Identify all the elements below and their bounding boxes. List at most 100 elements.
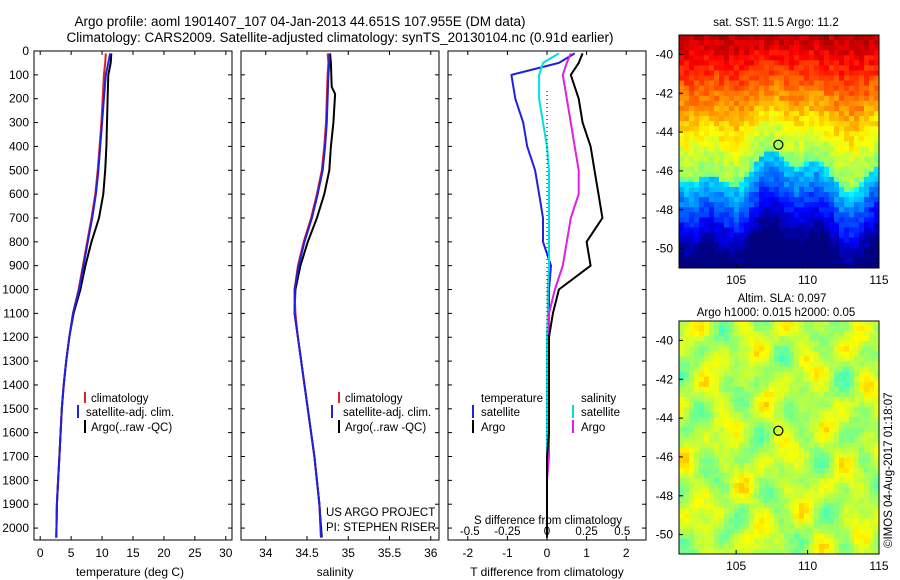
map-cell — [799, 417, 805, 423]
map-cell — [789, 548, 795, 555]
map-cell — [784, 252, 790, 259]
series-line-argo-raw-qc — [55, 53, 113, 538]
map-cell — [834, 176, 840, 183]
map-cell — [684, 186, 690, 193]
map-cell — [689, 321, 695, 327]
map-cell — [774, 257, 780, 264]
map-cell — [699, 161, 705, 168]
map-cell — [829, 417, 835, 423]
map-cell — [809, 361, 815, 367]
map-cell — [749, 65, 755, 71]
map-cell — [714, 351, 720, 357]
map-cell — [714, 422, 720, 428]
map-cell — [729, 422, 735, 428]
map-cell — [749, 75, 755, 81]
map-cell — [864, 166, 870, 173]
map-cell — [839, 442, 845, 449]
map-cell — [764, 493, 770, 499]
map-cell — [794, 488, 800, 494]
map-cell — [784, 75, 790, 81]
map-cell — [694, 227, 700, 233]
map-cell — [809, 548, 815, 555]
map-cell — [854, 442, 860, 449]
map-cell — [704, 146, 710, 152]
map-cell — [824, 202, 830, 208]
map-cell — [824, 356, 830, 362]
map-cell — [744, 366, 750, 373]
map-cell — [804, 131, 810, 137]
map-cell — [724, 407, 730, 413]
map-cell — [824, 452, 830, 459]
map-cell — [824, 136, 830, 142]
map-cell — [679, 85, 685, 92]
map-cell — [814, 462, 820, 469]
map-cell — [869, 391, 875, 398]
map-cell — [784, 55, 790, 61]
map-cell — [709, 498, 715, 504]
map-cell — [834, 407, 840, 413]
map-cell — [869, 452, 875, 459]
map-cell — [814, 55, 820, 61]
map-cell — [754, 366, 760, 373]
map-cell — [689, 171, 695, 178]
map-cell — [854, 237, 860, 244]
map-cell — [844, 217, 850, 223]
map-cell — [754, 80, 760, 87]
map-cell — [749, 121, 755, 127]
map-cell — [849, 110, 855, 117]
map-cell — [864, 257, 870, 264]
map-cell — [869, 478, 875, 484]
map-cell — [859, 508, 865, 514]
map-cell — [859, 151, 865, 157]
map-cell — [824, 161, 830, 168]
y-tick-label: 500 — [9, 163, 29, 177]
map-cell — [709, 472, 715, 479]
map-cell — [769, 146, 775, 152]
map-cell — [734, 432, 740, 438]
map-cell — [779, 543, 785, 550]
map-cell — [844, 35, 850, 41]
map-cell — [854, 202, 860, 208]
map-cell — [679, 452, 685, 459]
map-cell — [724, 391, 730, 398]
map-cell — [754, 55, 760, 61]
map-cell — [729, 227, 735, 233]
map-cell — [769, 262, 775, 269]
map-cell — [769, 396, 775, 403]
map-cell — [854, 126, 860, 132]
map-cell — [874, 498, 880, 504]
map-cell — [784, 366, 790, 373]
map-cell — [814, 181, 820, 188]
map-cell — [764, 523, 770, 530]
map-cell — [824, 391, 830, 398]
map-cell — [839, 396, 845, 403]
map-cell — [834, 146, 840, 152]
map-cell — [764, 336, 770, 342]
map-cell — [829, 518, 835, 525]
map-cell — [719, 513, 725, 519]
map-cell — [714, 50, 720, 56]
map-cell — [874, 336, 880, 342]
map-cell — [709, 186, 715, 193]
map-cell — [714, 237, 720, 244]
map-cell — [759, 361, 765, 367]
map-cell — [774, 232, 780, 239]
map-cell — [784, 126, 790, 132]
map-cell — [744, 242, 750, 249]
map-cell — [684, 462, 690, 469]
map-cell — [754, 181, 760, 188]
map-cell — [819, 105, 825, 112]
map-cell — [714, 75, 720, 81]
map-cell — [874, 40, 880, 46]
map-cell — [834, 50, 840, 56]
map-cell — [839, 60, 845, 66]
map-cell — [794, 523, 800, 530]
map-cell — [844, 50, 850, 56]
map-cell — [869, 181, 875, 188]
map-cell — [849, 136, 855, 142]
map-cell — [749, 467, 755, 474]
map-cell — [759, 528, 765, 535]
map-cell — [839, 257, 845, 264]
map-cell — [704, 80, 710, 87]
